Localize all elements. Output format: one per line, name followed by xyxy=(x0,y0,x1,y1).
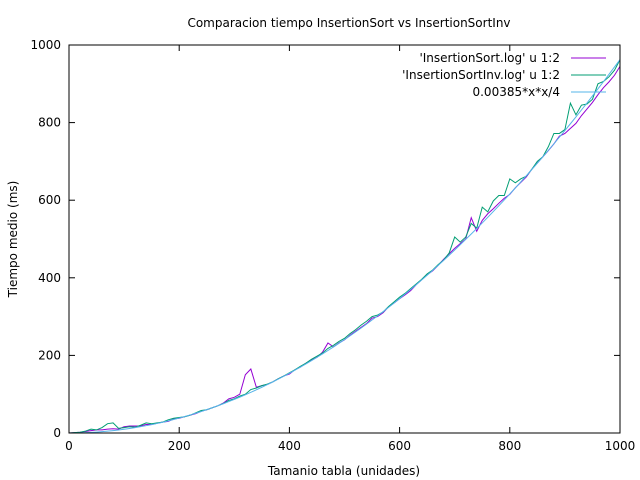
legend: 'InsertionSort.log' u 1:2 'InsertionSortI… xyxy=(402,51,606,99)
x-axis-title: Tamanio tabla (unidades) xyxy=(267,464,420,478)
x-tick-label: 0 xyxy=(65,439,73,453)
y-tick-label: 600 xyxy=(38,193,61,207)
chart-title: Comparacion tiempo InsertionSort vs Inse… xyxy=(187,16,510,30)
x-tick-label: 400 xyxy=(278,439,301,453)
x-tick-label: 800 xyxy=(498,439,521,453)
legend-label-1: 'InsertionSort.log' u 1:2 xyxy=(419,51,560,65)
legend-label-3: 0.00385*x*x/4 xyxy=(472,85,560,99)
series-layer xyxy=(68,59,621,434)
series-line-2 xyxy=(68,59,621,434)
x-tick-label: 600 xyxy=(388,439,411,453)
legend-label-2: 'InsertionSortInv.log' u 1:2 xyxy=(402,68,560,82)
ticks-layer: 0 200 400 600 800 1000 0 200 400 600 800 1000 xyxy=(30,38,635,453)
y-axis-title: Tiempo medio (ms) xyxy=(6,181,20,299)
y-tick-label: 800 xyxy=(38,116,61,130)
y-tick-label: 400 xyxy=(38,271,61,285)
x-tick-label: 200 xyxy=(168,439,191,453)
plot-frame xyxy=(68,44,621,434)
y-tick-label: 200 xyxy=(38,348,61,362)
series-line-1 xyxy=(68,66,621,434)
y-tick-label: 0 xyxy=(53,426,61,440)
series-line-3 xyxy=(68,59,621,434)
y-tick-label: 1000 xyxy=(30,38,61,52)
x-tick-label: 1000 xyxy=(605,439,636,453)
